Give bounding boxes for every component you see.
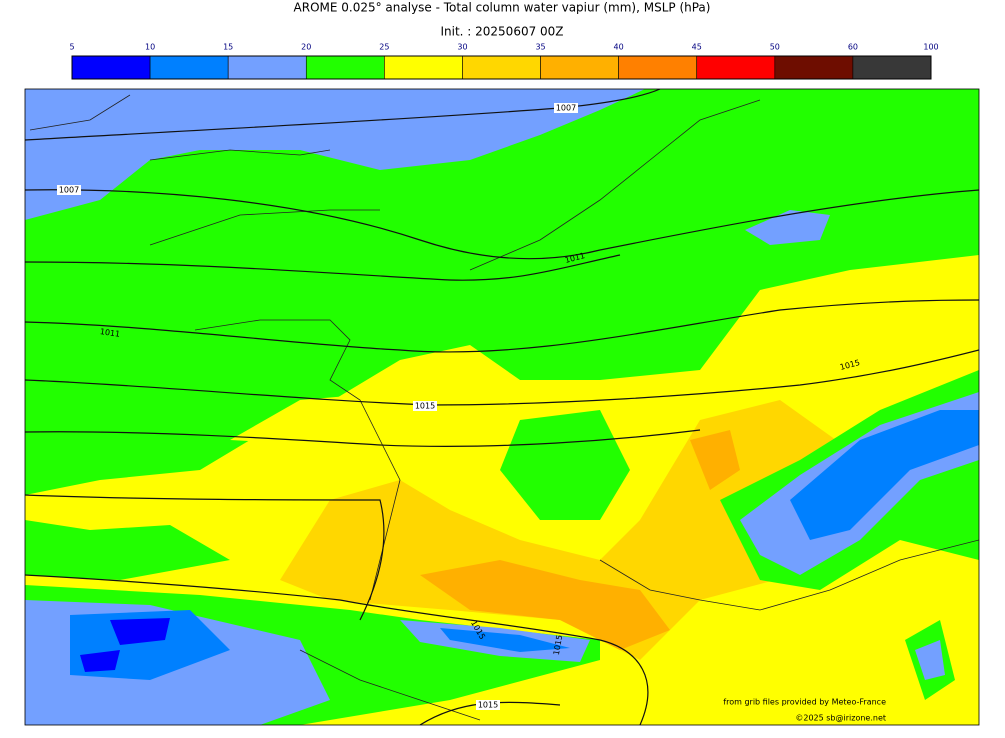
colorbar-tick-label: 10 xyxy=(145,43,155,52)
colorbar-tick-label: 20 xyxy=(301,43,311,52)
field-patch xyxy=(790,410,979,540)
subtitle: Init. : 20250607 00Z xyxy=(440,25,563,39)
isobar xyxy=(25,299,979,353)
isobar-label: 1007 xyxy=(59,186,79,195)
isobar xyxy=(25,349,979,406)
colorbar: 5 10 15 20 25 30 35 40 45 50 60 100 xyxy=(69,43,939,80)
coastline xyxy=(29,94,979,721)
map-frame xyxy=(24,88,980,726)
field-patch xyxy=(25,89,645,220)
label-bg xyxy=(57,185,81,195)
field-patch xyxy=(440,628,570,652)
field-patch xyxy=(915,640,945,680)
isobar xyxy=(25,574,649,725)
colorbar-tick-label: 5 xyxy=(69,43,74,52)
colorbar-segment xyxy=(462,55,541,80)
label-bg xyxy=(554,103,578,113)
colorbar-tick-label: 35 xyxy=(535,43,545,52)
colorbar-segment xyxy=(774,55,854,80)
field-patch xyxy=(500,410,630,520)
isobar-label: 1015 xyxy=(415,402,435,411)
colorbar-segment xyxy=(852,55,932,80)
isobar xyxy=(25,494,385,621)
colorbar-segment xyxy=(540,55,619,80)
colorbar-tick-label: 30 xyxy=(457,43,467,52)
colorbar-tick-label: 15 xyxy=(223,43,233,52)
colorbar-tick-label: 25 xyxy=(379,43,389,52)
field-patch xyxy=(690,430,740,490)
label-bg xyxy=(476,700,500,710)
isobar-label: 1011 xyxy=(99,327,120,339)
colorbar-segment xyxy=(227,55,307,80)
colorbar-segment xyxy=(696,55,776,80)
field-patch xyxy=(420,560,670,650)
map: 1007 1007 1011 1011 1015 1015 1015 1015 … xyxy=(24,88,980,726)
colorbar-segment xyxy=(149,55,229,80)
colorbar-frame xyxy=(71,55,932,80)
label-bg xyxy=(413,401,437,411)
colorbar-segment xyxy=(71,55,151,80)
field-patch xyxy=(25,520,230,580)
isobar xyxy=(25,429,701,447)
field-patch xyxy=(80,618,170,672)
colorbar-tick-label: 50 xyxy=(770,43,780,52)
field-patch xyxy=(745,210,830,245)
credit: from grib files provided by Meteo-France xyxy=(723,698,886,707)
colorbar-tick-label: 60 xyxy=(848,43,858,52)
isobar xyxy=(25,189,979,260)
map-field xyxy=(25,89,979,725)
isobar xyxy=(25,89,661,141)
credit: ©2025 sb@irizone.net xyxy=(795,714,886,723)
title: AROME 0.025° analyse - Total column wate… xyxy=(294,1,711,15)
colorbar-segment xyxy=(384,55,463,80)
isobar-label: 1015 xyxy=(552,634,564,656)
isobar-label: 1007 xyxy=(556,104,576,113)
colorbar-tick-label: 40 xyxy=(614,43,624,52)
colorbar-tick-label: 100 xyxy=(923,43,938,52)
isobar-label: 1015 xyxy=(478,701,498,710)
colorbar-tick-label: 45 xyxy=(692,43,702,52)
field-patch xyxy=(230,395,380,445)
colorbar-segment xyxy=(305,55,385,80)
isobar xyxy=(25,254,621,281)
field-patch xyxy=(280,400,900,660)
colorbar-segment xyxy=(618,55,698,80)
